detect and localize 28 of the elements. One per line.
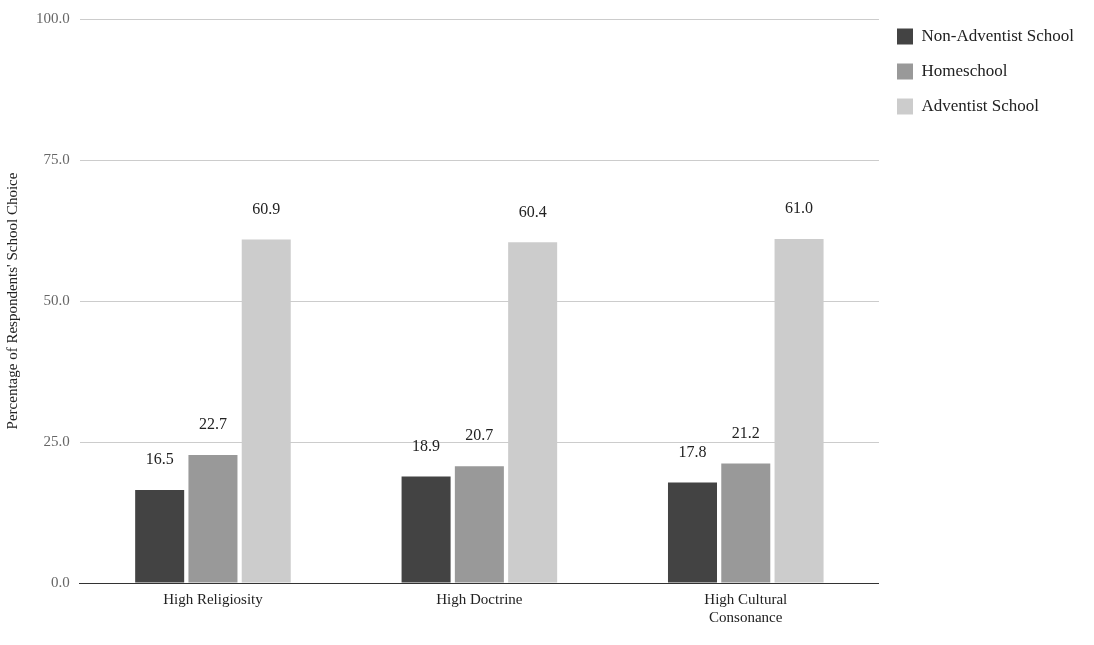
category-label: Consonance xyxy=(709,608,783,625)
data-label: 16.5 xyxy=(145,450,174,468)
data-label: 18.9 xyxy=(412,436,441,454)
legend-label: Non-Adventist School xyxy=(921,25,1075,45)
y-tick-label: 0.0 xyxy=(51,573,70,590)
bar xyxy=(188,454,238,583)
bar xyxy=(721,463,771,583)
legend-label: Homeschool xyxy=(921,60,1008,80)
bar xyxy=(401,476,451,583)
x-tick-label: High Religiosity xyxy=(163,590,264,607)
data-label: 21.2 xyxy=(731,423,760,441)
bar xyxy=(667,482,717,583)
y-tick-label: 100.0 xyxy=(36,9,70,26)
data-label: 22.7 xyxy=(198,415,227,433)
data-label: 20.7 xyxy=(465,426,494,444)
bar xyxy=(135,489,185,583)
legend-label: Adventist School xyxy=(921,95,1040,115)
data-label: 61.0 xyxy=(785,199,814,217)
data-label: 60.4 xyxy=(518,202,547,220)
y-tick-label: 25.0 xyxy=(43,432,70,449)
data-label: 17.8 xyxy=(678,442,707,460)
data-label: 60.9 xyxy=(252,199,281,217)
y-tick-label: 50.0 xyxy=(43,291,70,308)
category-label: High Cultural xyxy=(704,590,788,607)
y-tick-label: 75.0 xyxy=(43,150,70,167)
bar xyxy=(454,466,504,583)
y-axis-title: Percentage of Respondents' School Choice xyxy=(3,172,20,430)
x-tick-label: High Doctrine xyxy=(436,590,523,607)
